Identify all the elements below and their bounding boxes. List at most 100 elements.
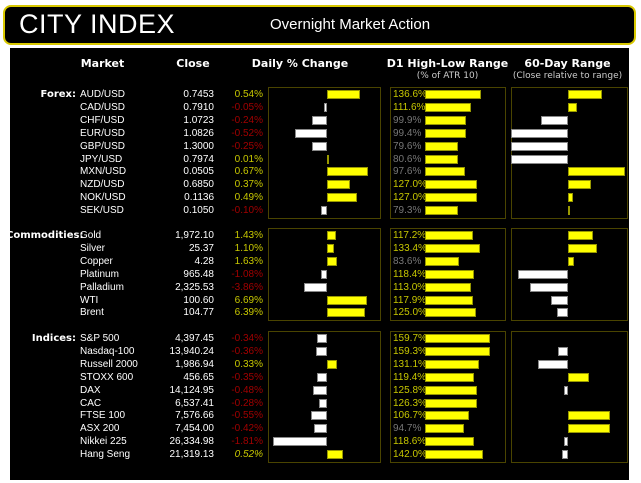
market-name: Hang Seng (80, 449, 131, 461)
d1-range-value: 99.9% (393, 114, 422, 126)
close-value: 100.60 (183, 294, 214, 306)
title-bar: CITY INDEX Overnight Market Action (3, 5, 636, 45)
daily-change-value: 1.10% (234, 242, 263, 254)
market-name: WTI (80, 294, 99, 306)
d1-range-bar (425, 282, 472, 292)
daily-change-bar (327, 295, 367, 305)
d1-range-bar (425, 128, 466, 138)
d1-range-value: 126.3% (393, 397, 427, 409)
range60-bar (557, 308, 568, 318)
table-row: AUD/USD 0.7453 0.54% 136.6% (0, 88, 641, 101)
range60-bar (530, 282, 568, 292)
daily-change-bar (312, 115, 327, 125)
range60-bar (550, 295, 568, 305)
daily-change-bar (273, 437, 327, 447)
market-name: Palladium (80, 281, 124, 293)
close-value: 26,334.98 (169, 436, 215, 448)
close-value: 456.65 (183, 371, 214, 383)
daily-change-bar (327, 193, 357, 203)
range60-bar (562, 450, 568, 460)
d1-range-bar (425, 90, 481, 99)
close-value: 104.77 (183, 307, 214, 319)
daily-change-value: 0.49% (234, 192, 263, 204)
d1-range-value: 99.4% (393, 127, 422, 139)
d1-range-bar (425, 269, 474, 279)
d1-range-bar (425, 102, 471, 112)
daily-change-bar (316, 334, 327, 343)
d1-range-value: 159.7% (393, 333, 427, 344)
d1-range-value: 106.7% (393, 410, 427, 422)
daily-change-value: 0.37% (234, 179, 263, 191)
range60-bar (511, 154, 568, 164)
close-value: 965.48 (183, 268, 214, 280)
page-title: Overnight Market Action (270, 16, 431, 33)
close-value: 21,319.13 (169, 449, 215, 461)
d1-range-panel (390, 87, 506, 219)
market-name: Silver (80, 242, 106, 254)
range60-panel (511, 87, 628, 219)
d1-range-value: 133.4% (393, 242, 427, 254)
column-subheader-d1-range: (% of ATR 10) (416, 71, 479, 81)
close-value: 1.0826 (183, 127, 214, 139)
market-name: NOK/USD (80, 192, 126, 204)
section-label: Commodities: (6, 230, 84, 241)
d1-range-value: 118.4% (393, 268, 427, 280)
d1-range-value: 97.6% (393, 166, 422, 178)
column-header-close: Close (176, 57, 210, 70)
range60-bar (518, 269, 568, 279)
market-name: JPY/USD (80, 153, 123, 165)
d1-range-value: 127.0% (393, 192, 427, 204)
table-row: EUR/USD 1.0826 -0.52% 99.4% (0, 127, 641, 140)
daily-change-bar (295, 128, 327, 138)
range60-bar (568, 206, 570, 216)
range60-panel (511, 228, 628, 322)
d1-range-value: 111.6% (393, 101, 426, 113)
daily-change-value: -0.55% (231, 410, 263, 422)
daily-change-bar (316, 372, 327, 382)
table-row: GBP/USD 1.3000 -0.25% 79.6% (0, 140, 641, 153)
d1-range-bar (425, 256, 460, 266)
close-value: 4,397.45 (175, 333, 214, 344)
daily-change-bar (323, 102, 327, 112)
market-name: GBP/USD (80, 140, 126, 152)
range60-bar (568, 180, 592, 190)
daily-change-value: -0.28% (231, 397, 263, 409)
table-row: CAC 6,537.41 -0.28% 126.3% (0, 397, 641, 410)
column-header-market: Market (80, 57, 125, 70)
table-row: Copper 4.28 1.63% 83.6% (0, 255, 641, 268)
daily-change-value: 1.63% (234, 255, 263, 267)
table-row: S&P 500 4,397.45 -0.34% 159.7% (0, 332, 641, 345)
table-row: STOXX 600 456.65 -0.35% 119.4% (0, 371, 641, 384)
range60-bar (568, 231, 594, 240)
d1-range-value: 117.2% (393, 230, 427, 241)
d1-range-bar (425, 372, 474, 382)
daily-change-value: 0.54% (234, 89, 263, 100)
table-row: Nasdaq-100 13,940.24 -0.36% 159.3% (0, 345, 641, 358)
close-value: 25.37 (188, 242, 214, 254)
daily-change-value: 0.52% (234, 449, 263, 461)
d1-range-value: 136.6% (393, 89, 427, 100)
daily-change-value: -1.08% (231, 268, 263, 280)
market-name: Russell 2000 (80, 358, 138, 370)
close-value: 2,325.53 (175, 281, 214, 293)
d1-range-value: 131.1% (393, 358, 427, 370)
daily-change-value: -0.35% (231, 371, 263, 383)
table-row: Brent 104.77 6.39% 125.0% (0, 306, 641, 319)
daily-change-bar (310, 411, 327, 421)
d1-range-panel (390, 331, 506, 463)
range60-panel (511, 331, 628, 463)
daily-change-value: -0.34% (231, 333, 263, 344)
close-value: 7,454.00 (175, 423, 214, 435)
d1-range-value: 119.4% (393, 371, 427, 383)
table-row: Platinum 965.48 -1.08% 118.4% (0, 268, 641, 281)
table-row: JPY/USD 0.7974 0.01% 80.6% (0, 153, 641, 166)
close-value: 13,940.24 (169, 345, 215, 357)
table-row: DAX 14,124.95 -0.48% 125.8% (0, 384, 641, 397)
daily-change-value: -1.81% (231, 436, 263, 448)
market-name: STOXX 600 (80, 371, 134, 383)
daily-change-value: 6.69% (234, 294, 263, 306)
d1-range-value: 118.6% (393, 436, 427, 448)
daily-change-value: 6.39% (234, 307, 263, 319)
daily-change-bar (311, 141, 327, 151)
daily-change-bar (327, 256, 337, 266)
